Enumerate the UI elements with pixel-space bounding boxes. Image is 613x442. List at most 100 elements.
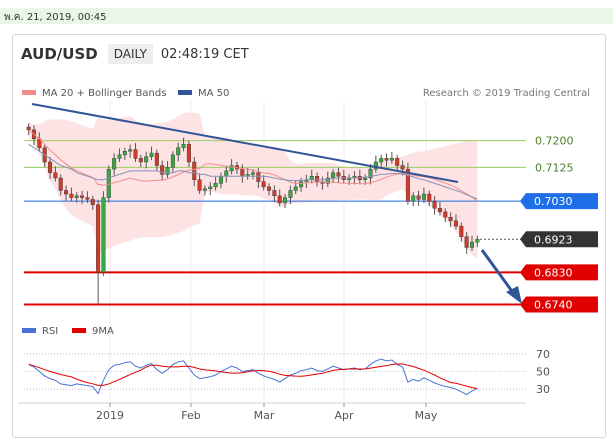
candle-body-down <box>90 199 95 205</box>
candle <box>475 235 480 248</box>
candle <box>453 214 458 230</box>
candle <box>373 155 378 173</box>
candle-body-down <box>336 172 341 177</box>
candle <box>405 162 410 205</box>
legend-swatch-0 <box>22 90 36 95</box>
candle-body-down <box>272 190 277 197</box>
candle <box>69 187 74 202</box>
candle-body-down <box>427 193 432 202</box>
candle <box>96 199 101 305</box>
candle-body-down <box>85 197 90 200</box>
level-0.6923-label: 0.6923 <box>534 233 573 246</box>
level-0.7030-label: 0.7030 <box>534 195 573 208</box>
candle-body-up <box>250 172 255 175</box>
candle-body-up <box>331 172 336 179</box>
candle-body-down <box>160 165 165 175</box>
candle-body-down <box>315 176 320 182</box>
candle-body-down <box>192 161 197 180</box>
candle-body-up <box>117 154 122 159</box>
candle-body-up <box>309 176 314 180</box>
candle-body-up <box>469 241 474 248</box>
candle-body-down <box>277 195 282 204</box>
candle-body-down <box>437 208 442 213</box>
candle-body-down <box>138 158 143 163</box>
candle-body-down <box>186 143 191 163</box>
trend-annotations <box>31 103 522 304</box>
candle <box>181 137 186 152</box>
rsi-ma-line <box>28 363 478 389</box>
candle-body-down <box>64 190 69 195</box>
candle <box>469 235 474 252</box>
candle-body-down <box>432 200 437 209</box>
candle-body-up <box>213 183 218 188</box>
candle-body-up <box>325 177 330 184</box>
candle-body-down <box>443 211 448 218</box>
candle-body-down <box>69 193 74 198</box>
candle <box>74 192 79 203</box>
candle <box>192 156 197 187</box>
candle <box>85 191 90 203</box>
timeframe-badge[interactable]: DAILY <box>107 44 153 64</box>
candle-body-up <box>229 165 234 172</box>
candle-body-up <box>128 149 133 152</box>
candle <box>459 222 464 242</box>
candle <box>261 175 266 191</box>
candle <box>432 196 437 215</box>
candle-body-up <box>299 181 304 188</box>
rsi-line <box>28 358 478 396</box>
candle-body-down <box>48 161 53 173</box>
candle-body-up <box>368 168 373 179</box>
credit-text: Research © 2019 Trading Central <box>423 88 590 99</box>
ma50-line <box>28 143 478 200</box>
candle-body-up <box>379 158 384 163</box>
candle <box>186 140 191 167</box>
candle <box>250 169 255 180</box>
candle <box>256 167 261 188</box>
level-0.7200-label: 0.7200 <box>535 135 574 148</box>
candle-body-down <box>384 158 389 161</box>
candle <box>170 151 175 173</box>
candle <box>149 146 154 161</box>
candle-body-down <box>58 177 63 191</box>
candle <box>58 174 63 196</box>
candle-body-down <box>154 152 159 166</box>
candle <box>288 185 293 205</box>
candle-body-down <box>133 149 138 159</box>
forecast-arrow-line <box>480 249 516 295</box>
candle <box>165 160 170 179</box>
candle <box>427 190 432 207</box>
candle-body-down <box>197 179 202 191</box>
candle <box>416 190 421 206</box>
candle-body-up <box>224 170 229 177</box>
candle-body-down <box>240 168 245 177</box>
candle <box>26 123 31 135</box>
candle <box>53 166 58 182</box>
clock-time: 02:48:19 CET <box>160 46 249 62</box>
legend-swatch-1 <box>178 90 192 95</box>
candle-body-down <box>464 236 469 248</box>
x-tick-2019: 2019 <box>96 409 124 422</box>
candle <box>112 153 117 176</box>
candle-body-down <box>267 186 272 191</box>
rsi-legend-label-1: 9MA <box>92 326 114 337</box>
candle <box>389 152 394 164</box>
candle-body-up <box>202 188 207 191</box>
candle-body-up <box>74 195 79 198</box>
x-tick-May: May <box>415 409 438 422</box>
candle <box>213 176 218 191</box>
level-0.6830-label: 0.6830 <box>534 266 573 279</box>
price-levels: 0.7200 0.7125 0.7030 0.6923 0.6830 0.6740 <box>24 135 598 313</box>
bollinger-band-area <box>28 112 478 260</box>
candle-body-up <box>411 195 416 202</box>
candle <box>437 201 442 216</box>
x-tick-Apr: Apr <box>334 409 354 422</box>
candle <box>128 144 133 158</box>
candle-body-down <box>80 195 85 198</box>
candle-body-up <box>218 176 223 184</box>
candle-body-down <box>405 168 410 202</box>
candle-body-down <box>256 172 261 182</box>
candle-body-down <box>53 172 58 179</box>
candle <box>48 156 53 180</box>
candle <box>448 212 453 228</box>
